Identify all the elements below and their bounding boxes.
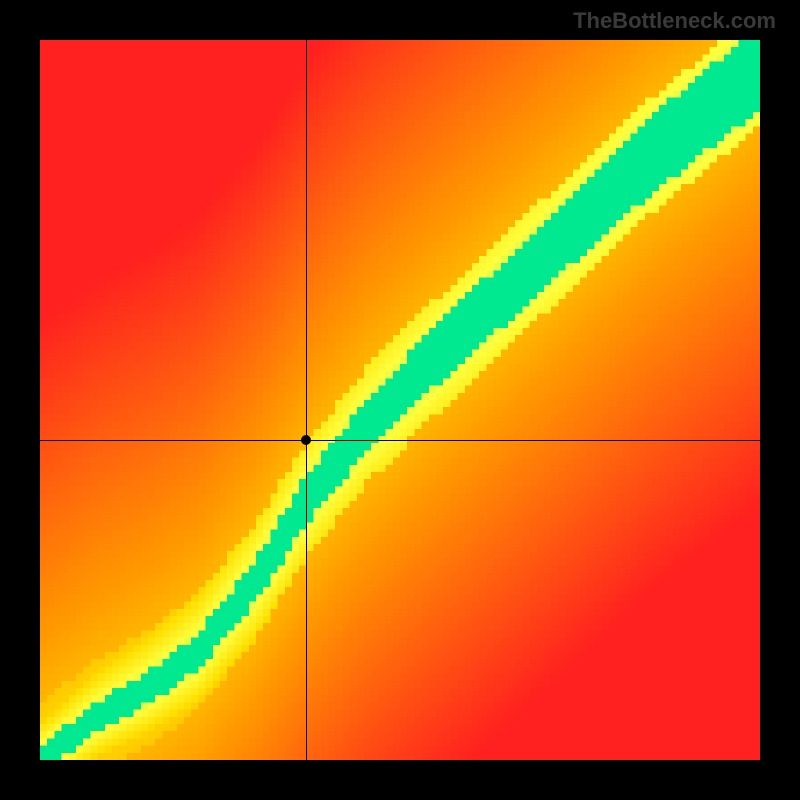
crosshair-vertical-line (306, 40, 307, 760)
crosshair-horizontal-line (40, 440, 760, 441)
watermark-text: TheBottleneck.com (573, 8, 776, 34)
crosshair-marker-dot (301, 435, 311, 445)
plot-area (40, 40, 760, 760)
bottleneck-heatmap (40, 40, 760, 760)
